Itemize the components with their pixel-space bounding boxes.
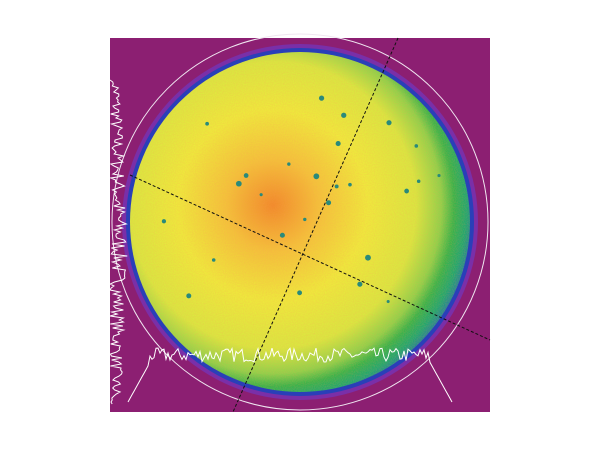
spot [318,95,325,101]
spot [313,173,320,180]
spot [235,180,242,187]
spot [365,254,371,261]
axis-line [129,174,491,341]
spot [437,173,441,178]
spot [243,173,249,178]
spot [414,144,419,148]
horizontal-profile [127,346,453,403]
spot [326,200,332,206]
spot [386,120,392,126]
speckle [130,52,470,392]
spot [259,193,263,197]
spot [357,281,363,287]
spot [287,162,291,166]
spot [334,184,339,189]
spot [279,232,285,238]
spot [161,219,167,224]
vertical-profile [109,79,128,405]
reference-circle [111,33,489,411]
axis-line [232,37,399,413]
spot [205,121,209,126]
spot [348,182,352,187]
spot [404,188,410,194]
spot [335,141,341,147]
spot [416,179,421,183]
spots [161,95,441,304]
spot [303,217,307,222]
spot [186,293,192,299]
spot [386,300,390,304]
spot [297,290,303,296]
spot [341,112,347,118]
spot [211,258,216,262]
